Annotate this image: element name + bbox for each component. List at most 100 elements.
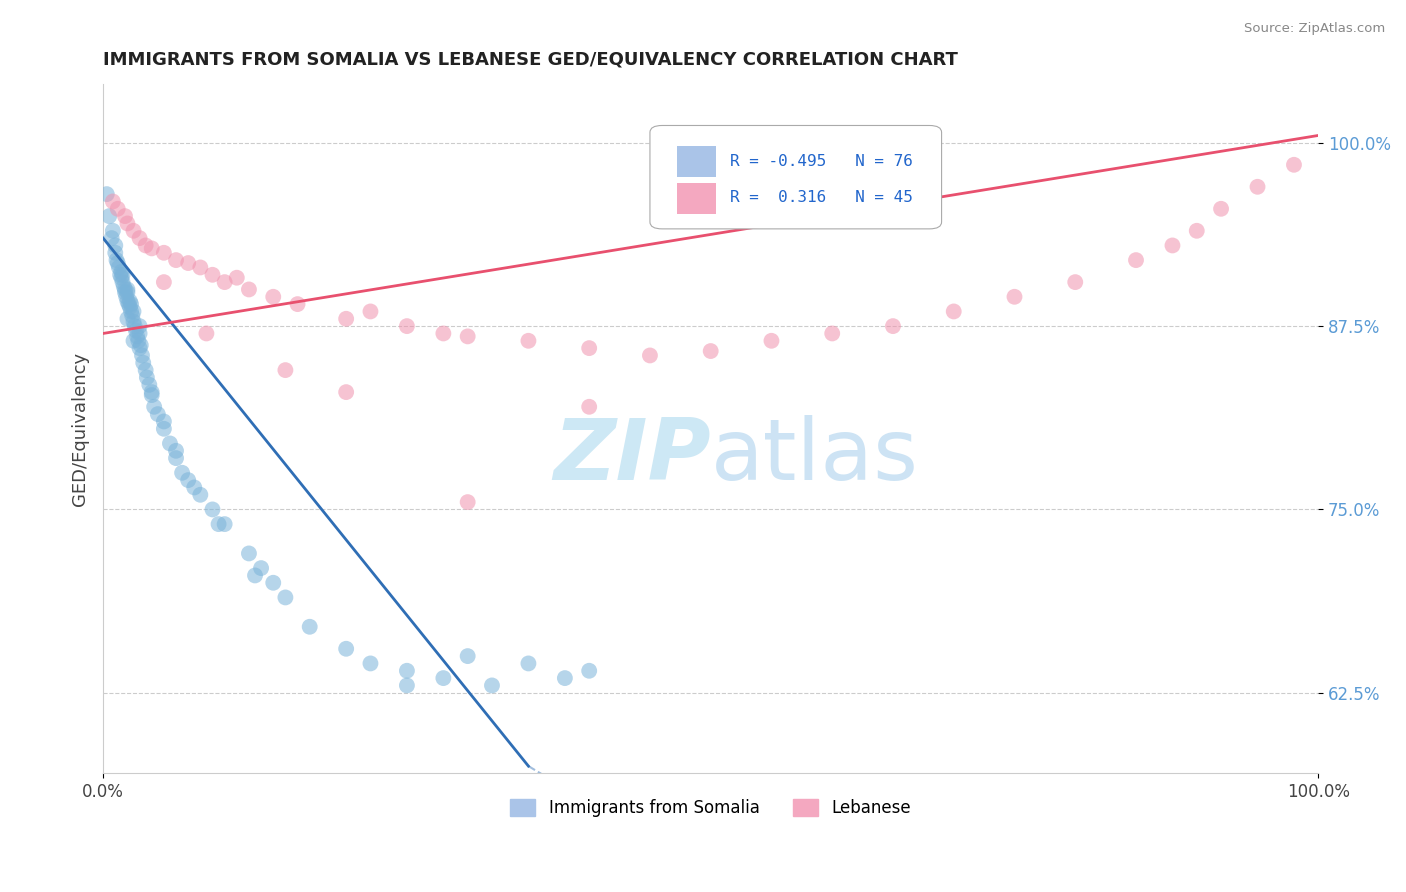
Point: [96, 187, 118, 202]
Text: R = -0.495   N = 76: R = -0.495 N = 76: [730, 153, 912, 169]
Point: [120, 304, 142, 318]
Point: [121, 309, 143, 323]
Point: [153, 275, 176, 289]
Text: IMMIGRANTS FROM SOMALIA VS LEBANESE GED/EQUIVALENCY CORRELATION CHART: IMMIGRANTS FROM SOMALIA VS LEBANESE GED/…: [103, 51, 957, 69]
Point: [214, 517, 236, 532]
Point: [699, 344, 721, 359]
Point: [98, 209, 121, 223]
Point: [128, 231, 150, 245]
Point: [578, 664, 600, 678]
Point: [177, 473, 200, 487]
Point: [128, 341, 150, 355]
Point: [112, 279, 135, 293]
Text: ZIP: ZIP: [553, 415, 710, 498]
Point: [335, 311, 357, 326]
Point: [159, 436, 181, 450]
Point: [262, 290, 284, 304]
Point: [250, 561, 273, 575]
Point: [110, 265, 132, 279]
Point: [132, 356, 155, 370]
Point: [1282, 158, 1305, 172]
Point: [481, 678, 503, 692]
Point: [146, 407, 169, 421]
Point: [243, 568, 266, 582]
Point: [111, 275, 134, 289]
Point: [1246, 179, 1268, 194]
Point: [287, 297, 309, 311]
Point: [359, 304, 381, 318]
Point: [517, 657, 540, 671]
Point: [238, 282, 260, 296]
Point: [457, 329, 479, 343]
Point: [207, 517, 229, 532]
Point: [117, 285, 139, 300]
Point: [135, 370, 157, 384]
FancyBboxPatch shape: [676, 146, 716, 178]
Point: [120, 297, 142, 311]
Point: [432, 326, 454, 341]
Point: [131, 348, 153, 362]
Y-axis label: GED/Equivalency: GED/Equivalency: [72, 351, 89, 506]
Point: [554, 671, 576, 685]
Point: [101, 224, 124, 238]
Point: [111, 268, 134, 282]
Point: [110, 270, 132, 285]
Point: [942, 304, 965, 318]
Point: [128, 326, 150, 341]
FancyBboxPatch shape: [650, 126, 942, 229]
Point: [108, 268, 131, 282]
FancyBboxPatch shape: [676, 183, 716, 214]
Point: [107, 256, 129, 270]
Text: R =  0.316   N = 45: R = 0.316 N = 45: [730, 190, 912, 205]
Point: [122, 315, 145, 329]
Point: [122, 304, 145, 318]
Point: [201, 268, 224, 282]
Point: [141, 385, 163, 400]
Point: [125, 324, 148, 338]
Point: [188, 260, 211, 275]
Point: [201, 502, 224, 516]
Point: [100, 231, 122, 245]
Point: [117, 297, 139, 311]
Point: [117, 217, 139, 231]
Point: [104, 245, 127, 260]
Point: [117, 282, 139, 296]
Point: [128, 319, 150, 334]
Point: [638, 348, 661, 362]
Point: [101, 194, 124, 209]
Point: [108, 260, 131, 275]
Point: [135, 363, 157, 377]
Point: [141, 241, 163, 255]
Point: [129, 338, 152, 352]
Point: [122, 224, 145, 238]
Point: [395, 319, 418, 334]
Point: [262, 575, 284, 590]
Point: [114, 285, 136, 300]
Point: [124, 319, 146, 334]
Point: [1125, 253, 1147, 268]
Point: [517, 334, 540, 348]
Point: [165, 253, 187, 268]
Point: [104, 238, 127, 252]
Point: [395, 678, 418, 692]
Point: [165, 451, 187, 466]
Point: [432, 671, 454, 685]
Point: [143, 400, 166, 414]
Point: [335, 641, 357, 656]
Point: [177, 256, 200, 270]
Point: [274, 363, 297, 377]
Point: [1064, 275, 1087, 289]
Point: [165, 443, 187, 458]
Point: [188, 488, 211, 502]
Text: Source: ZipAtlas.com: Source: ZipAtlas.com: [1244, 22, 1385, 36]
Point: [183, 480, 205, 494]
Point: [882, 319, 904, 334]
Point: [214, 275, 236, 289]
Point: [1209, 202, 1232, 216]
Point: [117, 294, 139, 309]
Point: [153, 414, 176, 428]
Point: [127, 334, 149, 348]
Point: [359, 657, 381, 671]
Point: [135, 238, 157, 252]
Point: [821, 326, 844, 341]
